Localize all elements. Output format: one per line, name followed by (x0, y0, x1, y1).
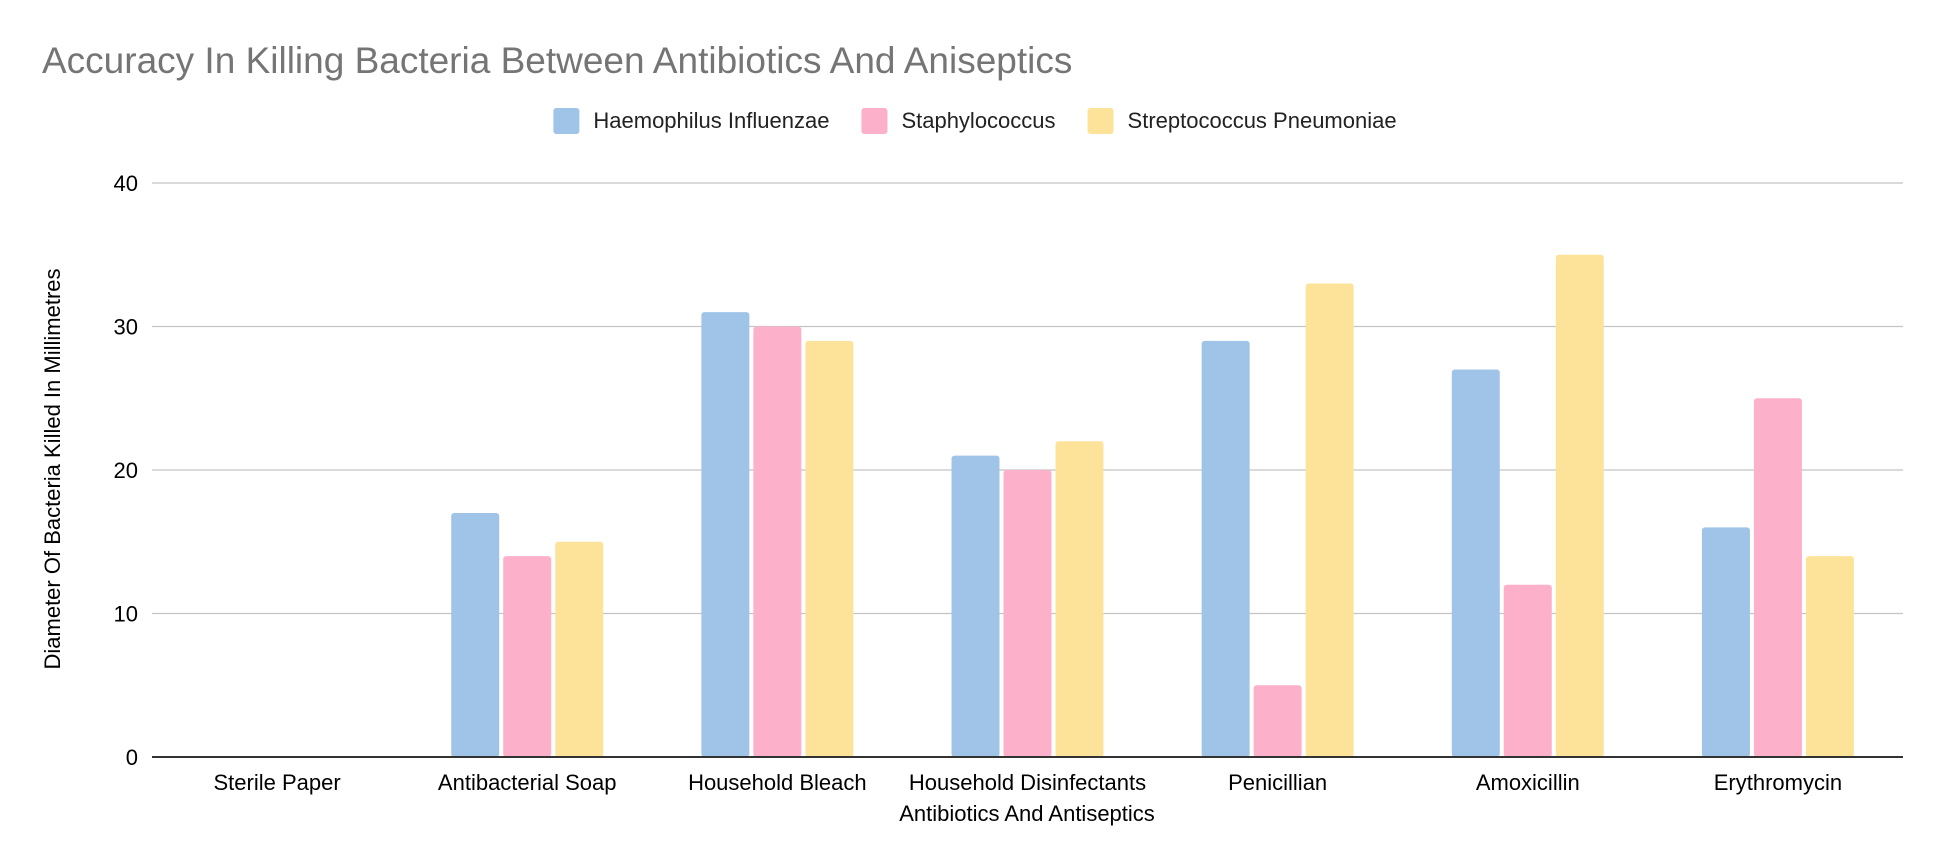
bar-streptococcus-pneumoniae (1555, 254, 1604, 757)
y-tick-label: 40 (114, 171, 138, 196)
x-tick-label: Amoxicillin (1476, 770, 1580, 795)
bar-streptococcus-pneumoniae (1055, 441, 1104, 757)
legend-item: Haemophilus Influenzae (553, 108, 829, 134)
legend-swatch (1087, 108, 1114, 134)
legend: Haemophilus Influenzae Staphylococcus Stre… (553, 108, 1397, 134)
bar-staphylococcus (1003, 470, 1052, 757)
bar-haemophilus-influenzae (951, 455, 1000, 757)
x-tick-label: Antibacterial Soap (438, 770, 617, 795)
bar-streptococcus-pneumoniae (1805, 556, 1854, 757)
bar-haemophilus-influenzae (701, 312, 750, 757)
y-axis-title: Diameter Of Bacteria Killed In Millimetr… (40, 268, 65, 669)
bar-staphylococcus (503, 556, 552, 757)
bar-haemophilus-influenzae (1701, 527, 1750, 757)
bar-staphylococcus (1253, 685, 1302, 757)
x-tick-label: Household Disinfectants (909, 770, 1146, 795)
bar-streptococcus-pneumoniae (805, 340, 854, 757)
y-tick-label: 0 (126, 745, 138, 770)
legend-swatch (553, 108, 580, 134)
x-axis-ticks: Sterile Paper Antibacterial Soap Household… (213, 770, 1842, 795)
bar-haemophilus-influenzae (1201, 340, 1250, 757)
legend-swatch (861, 108, 888, 134)
bar-staphylococcus (1503, 584, 1552, 757)
y-tick-label: 20 (114, 458, 138, 483)
legend-item: Staphylococcus (861, 108, 1056, 134)
x-tick-label: Household Bleach (688, 770, 867, 795)
x-tick-label: Erythromycin (1714, 770, 1842, 795)
y-tick-label: 10 (114, 602, 138, 627)
bar-staphylococcus (753, 326, 802, 757)
y-tick-label: 30 (114, 315, 138, 340)
x-axis-title: Antibiotics And Antiseptics (899, 801, 1155, 826)
bar-staphylococcus (1753, 398, 1802, 757)
legend-label: Staphylococcus (901, 108, 1055, 133)
chart-title: Accuracy In Killing Bacteria Between Ant… (42, 40, 1072, 81)
legend-label: Haemophilus Influenzae (593, 108, 829, 133)
legend-label: Streptococcus Pneumoniae (1128, 108, 1397, 133)
bar-haemophilus-influenzae (451, 513, 500, 757)
legend-item: Streptococcus Pneumoniae (1087, 108, 1397, 134)
bar-haemophilus-influenzae (1451, 369, 1500, 757)
x-tick-label: Sterile Paper (213, 770, 340, 795)
x-tick-label: Penicillian (1228, 770, 1327, 795)
bar-streptococcus-pneumoniae (1305, 283, 1354, 757)
bars (451, 254, 1854, 757)
y-axis-ticks: 0 10 20 30 40 (114, 171, 138, 770)
bar-streptococcus-pneumoniae (555, 541, 604, 757)
